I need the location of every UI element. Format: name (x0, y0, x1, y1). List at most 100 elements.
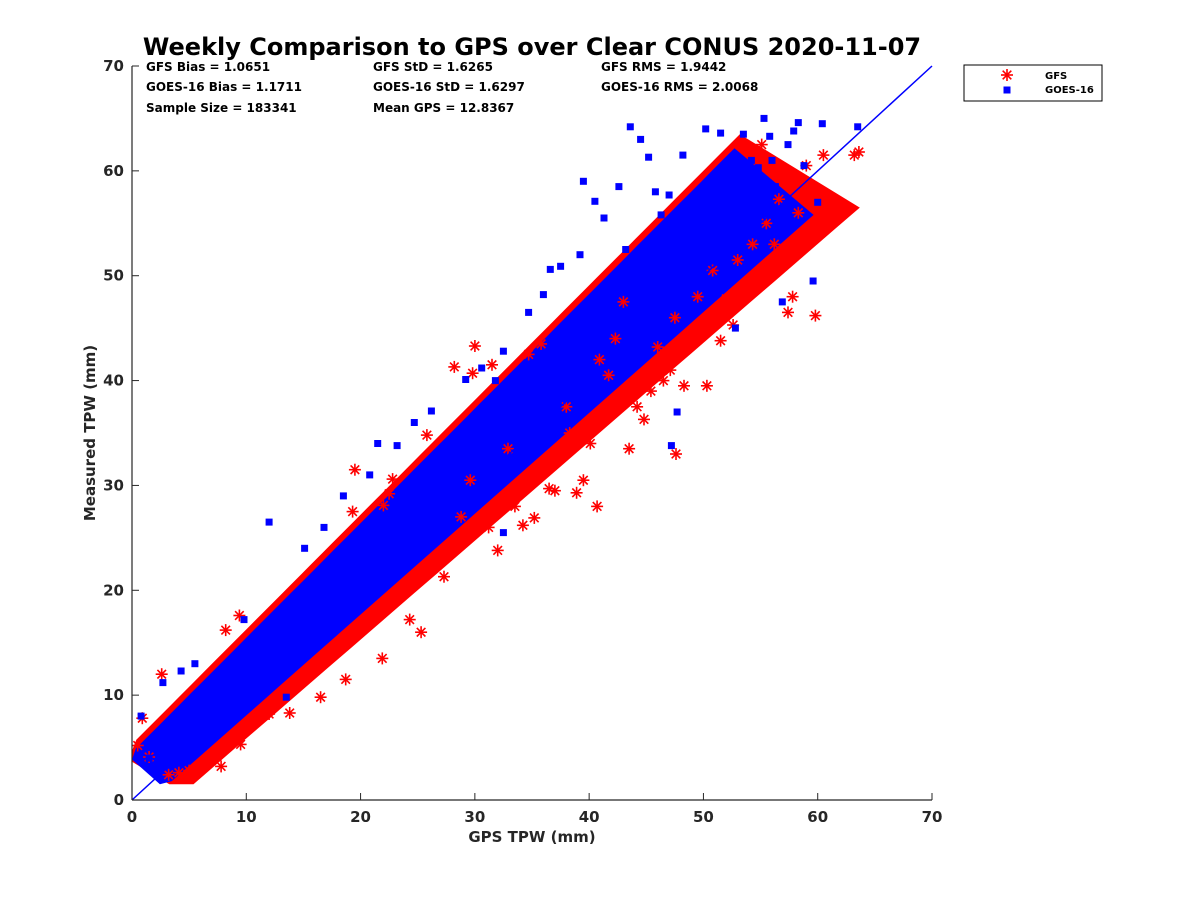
gfs-point (631, 400, 644, 413)
goes-16-point (768, 156, 776, 164)
gfs-point-stroke (199, 760, 209, 771)
gfs-point-stroke (422, 430, 432, 440)
gfs-point (339, 673, 352, 686)
gfs-point (466, 367, 479, 380)
gfs-point (420, 429, 433, 442)
gfs-point (162, 768, 175, 781)
y-tick-label: 10 (103, 686, 124, 704)
gfs-point (668, 311, 681, 324)
gfs-point (617, 295, 630, 308)
gfs-point (234, 738, 247, 751)
plot-area (131, 65, 933, 801)
gfs-point-stroke (449, 362, 460, 372)
gfs-point (314, 691, 327, 704)
x-tick-label: 60 (807, 808, 828, 826)
goes-16-point (673, 408, 681, 416)
gfs-point (623, 442, 636, 455)
goes-16-point (665, 191, 673, 199)
y-tick-label: 60 (103, 162, 124, 180)
gfs-point-stroke (174, 767, 184, 778)
gfs-point (638, 413, 650, 426)
gfs-point-stroke (692, 291, 703, 302)
x-tick-label: 10 (236, 808, 257, 826)
gfs-point-stroke (384, 488, 394, 499)
gfs-point-stroke (624, 443, 634, 454)
gfs-point (346, 505, 359, 518)
x-tick-label: 40 (579, 808, 600, 826)
goes-16-point (425, 471, 433, 479)
goes-16-point (525, 308, 533, 316)
gfs-point (183, 764, 196, 777)
goes-16-point (687, 219, 695, 227)
goes-16-point (505, 398, 513, 405)
gfs-point-stroke (632, 401, 642, 412)
gfs-point (678, 379, 690, 392)
gfs-point-stroke (550, 485, 560, 496)
gfs-point-stroke (483, 522, 494, 533)
gfs-point (415, 626, 428, 639)
gfs-point (438, 570, 450, 583)
goes-16-point (606, 284, 614, 292)
stats-block: GFS Bias = 1.0651 GFS StD = 1.6265 GFS R… (146, 60, 758, 115)
goes-16-point (854, 123, 862, 131)
gfs-point (768, 238, 781, 251)
goes-16-point (600, 214, 608, 222)
gfs-point (155, 668, 168, 681)
gfs-point (760, 217, 773, 230)
gfs-point (664, 364, 677, 377)
gfs-point (516, 519, 529, 532)
gfs-point (508, 500, 521, 513)
stat-goes-bias: GOES-16 Bias = 1.1711 (146, 80, 302, 94)
gfs-point-stroke (529, 513, 540, 523)
gfs-point (772, 193, 785, 206)
goes-16-point (585, 335, 593, 343)
gfs-point-stroke (220, 625, 231, 635)
gfs-point-stroke (610, 333, 621, 344)
goes-16-point (254, 644, 262, 652)
gfs-point (219, 624, 232, 637)
goes-16-point (539, 366, 547, 374)
gfs-point-stroke (594, 354, 605, 365)
gfs-point-stroke (756, 139, 767, 150)
gfs-point-stroke (603, 370, 614, 381)
gfs-point-stroke (679, 380, 689, 391)
gfs-point-stroke (465, 475, 476, 486)
goes-16-point (760, 114, 768, 122)
gfs-point (377, 499, 390, 512)
gfs-point (172, 766, 185, 779)
gfs-point (448, 360, 461, 373)
gfs-point (777, 259, 790, 272)
gfs-point-stroke (132, 740, 143, 751)
gfs-point-stroke (487, 359, 497, 370)
gfs-point (795, 233, 808, 245)
goes-16-point (366, 471, 374, 479)
gfs-point-stroke (416, 627, 426, 638)
goes-16-point (754, 164, 762, 172)
gfs-point (750, 269, 762, 282)
goes-16-point (626, 123, 634, 131)
goes-16-point (579, 177, 587, 185)
goes-16-point (322, 565, 330, 573)
gfs-point-stroke (284, 708, 295, 718)
gfs-point (782, 306, 794, 319)
gfs-point-stroke (747, 239, 758, 250)
gfs-point (491, 544, 504, 557)
goes-16-point (137, 712, 145, 720)
gfs-point-stroke (796, 234, 807, 244)
gfs-point (714, 334, 727, 347)
x-tick-label: 30 (464, 808, 485, 826)
y-axis-label: Measured TPW (mm) (81, 345, 99, 521)
gfs-point-stroke (518, 520, 528, 531)
chart-title: Weekly Comparison to GPS over Clear CONU… (143, 33, 921, 61)
goes-16-point (282, 693, 290, 701)
gfs-point (755, 138, 768, 151)
gfs-point (198, 759, 210, 772)
gfs-point (657, 374, 670, 387)
goes-16-point (778, 298, 786, 306)
gfs-point-stroke (810, 310, 821, 321)
gfs-point-stroke (671, 449, 681, 459)
gfs-point (263, 708, 276, 720)
gfs-point-stroke (646, 386, 656, 396)
gfs-point (651, 341, 664, 353)
goes-16-point (177, 667, 185, 675)
